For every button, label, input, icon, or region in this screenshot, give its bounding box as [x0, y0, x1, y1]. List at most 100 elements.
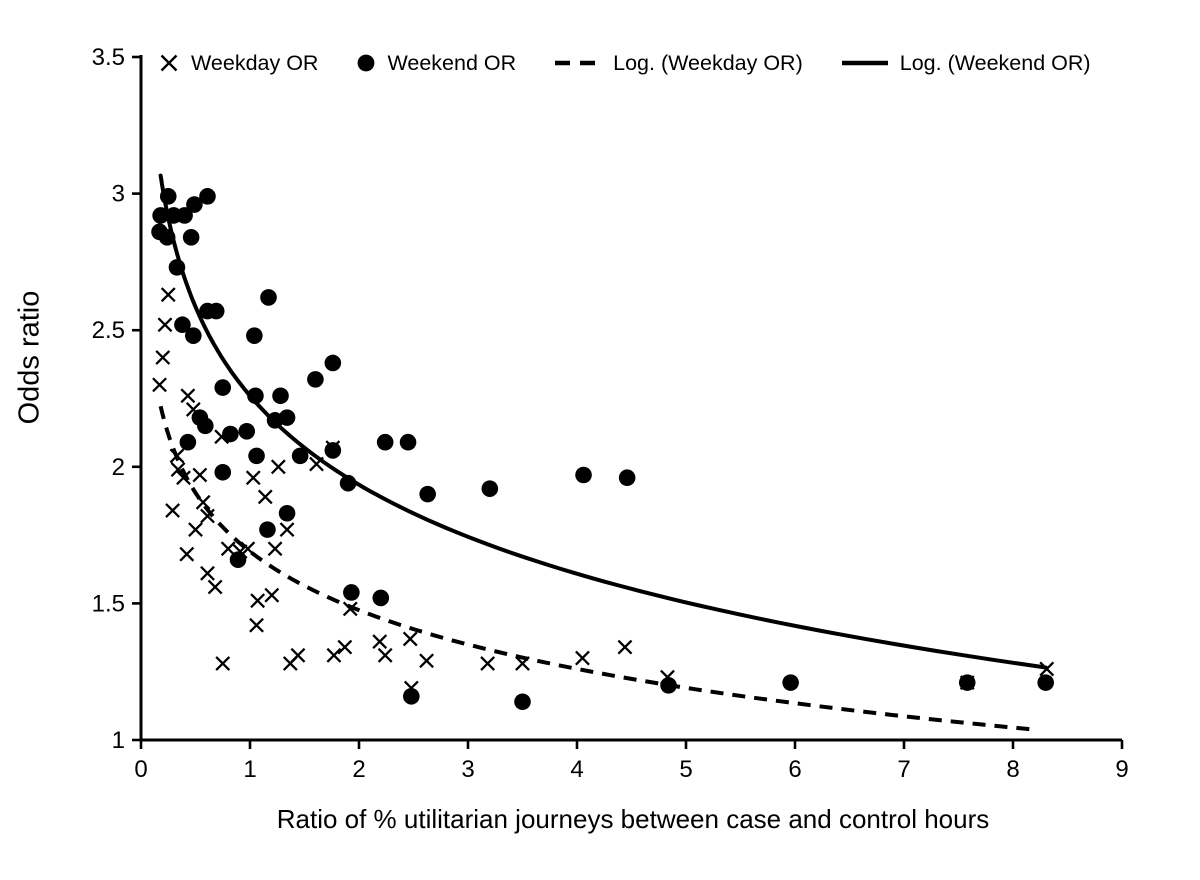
weekday-point [192, 467, 208, 483]
weekend-point [260, 289, 277, 306]
weekday-point [660, 669, 675, 685]
weekday-point [165, 503, 181, 518]
x-axis-tick-label: 1 [243, 756, 256, 783]
weekday-point [342, 601, 358, 617]
weekend-point [259, 521, 276, 538]
weekend-point [399, 433, 417, 451]
legend-item-weekend: Weekend OR [356, 51, 516, 76]
weekend-log-fit-line [158, 173, 1048, 670]
weekday-point [152, 377, 167, 393]
x-axis-tick-label: 9 [1115, 756, 1128, 783]
weekday-point [267, 541, 283, 557]
legend-item-weekend-fit: Log. (Weekend OR) [841, 51, 1091, 76]
weekend-point [222, 425, 239, 443]
legend-label-weekday-fit: Log. (Weekday OR) [613, 50, 803, 75]
weekday-point [377, 647, 393, 663]
x-axis-tick-label: 4 [570, 756, 583, 783]
weekend-point [182, 229, 200, 246]
weekday-point [188, 522, 203, 538]
y-axis-tick-label: 1.5 [92, 590, 125, 617]
weekday-point [419, 653, 434, 669]
y-axis-tick-label: 2.5 [92, 317, 125, 344]
legend-item-weekday: Weekday OR [158, 51, 318, 76]
x-axis-tick-label: 0 [134, 756, 147, 783]
weekday-point [257, 489, 273, 505]
weekday-point [207, 579, 223, 595]
weekday-point [480, 656, 496, 671]
weekday-point [179, 546, 195, 562]
legend-label-weekday: Weekday OR [191, 50, 319, 75]
legend-item-weekday-fit: Log. (Weekday OR) [554, 51, 803, 76]
x-axis-tick-label: 8 [1006, 756, 1019, 783]
weekday-point [959, 675, 975, 691]
weekend-point [197, 417, 214, 435]
x-axis-tick-label: 3 [461, 756, 474, 783]
chart-legend: Weekday OR Weekend OR Log. (Weekday OR) … [158, 46, 1091, 80]
weekday-point [176, 470, 191, 486]
weekend-point [272, 387, 289, 405]
weekend-point [343, 584, 360, 601]
weekend-point [376, 433, 394, 451]
weekend-point [372, 589, 390, 607]
weekday-point [220, 541, 236, 557]
weekday-point [160, 287, 176, 303]
weekday-point [575, 650, 590, 666]
weekday-point [325, 440, 341, 456]
weekend-point [186, 196, 203, 213]
weekend-point [1037, 674, 1054, 691]
dashed-line-sample-icon [555, 60, 602, 66]
weekday-point [214, 429, 230, 445]
weekend-point [419, 485, 436, 503]
weekday-point [195, 494, 211, 510]
weekday-point [200, 508, 215, 524]
weekend-point [278, 504, 296, 522]
weekday-point [155, 350, 171, 365]
weekday-point [309, 456, 324, 472]
weekday-point [402, 631, 418, 647]
weekend-point [278, 409, 296, 426]
weekend-point [214, 463, 232, 481]
weekend-point [207, 302, 225, 320]
weekend-point [199, 188, 216, 205]
weekday-point [169, 448, 185, 464]
weekday-point [200, 565, 215, 581]
weekday-point [249, 617, 264, 633]
weekday-point [157, 317, 173, 333]
y-axis-tick-label: 3 [112, 181, 125, 208]
weekend-point [174, 316, 191, 334]
weekday-point [372, 634, 388, 650]
x-axis-tick-label: 2 [352, 756, 365, 783]
weekday-point [515, 656, 530, 671]
solid-line-sample-icon [841, 60, 888, 66]
weekend-point [514, 693, 531, 711]
weekday-point [215, 656, 231, 671]
weekend-point [238, 422, 256, 440]
weekday-point [170, 462, 186, 477]
weekday-point [240, 541, 256, 557]
weekend-point [248, 447, 265, 465]
weekday-point [403, 680, 419, 696]
weekend-point [324, 354, 342, 372]
x-cross-marker-icon [160, 54, 178, 72]
x-axis-tick-label: 6 [788, 756, 801, 783]
weekend-point [782, 674, 799, 691]
weekday-point [264, 587, 280, 603]
x-axis-tick-label: 7 [897, 756, 910, 783]
weekday-point [1039, 661, 1055, 677]
weekend-point [185, 327, 202, 344]
legend-label-weekend-fit: Log. (Weekend OR) [899, 50, 1091, 75]
weekend-point [575, 466, 592, 484]
weekend-point [291, 447, 309, 465]
weekday-point [250, 593, 266, 609]
x-axis-title: Ratio of % utilitarian journeys between … [276, 804, 990, 834]
weekday-point [326, 647, 342, 663]
weekend-point [246, 327, 263, 344]
y-axis-tick-label: 1 [112, 727, 125, 754]
legend-label-weekend: Weekend OR [387, 50, 517, 75]
weekend-point [307, 371, 324, 388]
y-axis-tick-label: 3.5 [92, 44, 125, 71]
weekday-point [617, 639, 633, 655]
weekend-point [324, 442, 342, 459]
filled-circle-marker-icon [358, 54, 375, 72]
